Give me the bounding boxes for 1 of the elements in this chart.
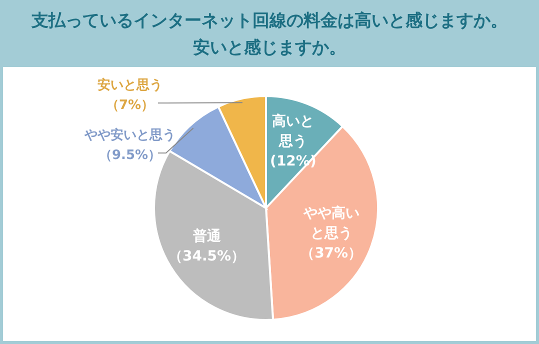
title: 支払っているインターネット回線の料金は高いと感じますか。安いと感じますか。	[32, 11, 508, 58]
